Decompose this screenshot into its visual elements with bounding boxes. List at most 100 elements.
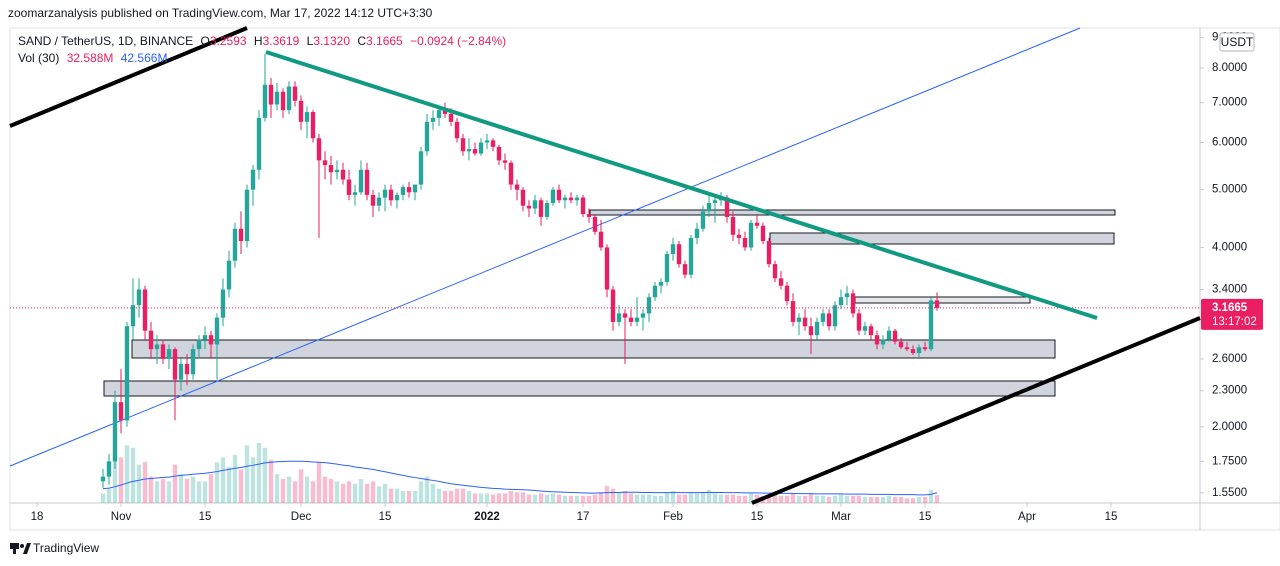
candle-body	[400, 187, 406, 195]
x-tick-label: 18	[31, 511, 44, 523]
volume-bar	[838, 494, 844, 503]
candle-body	[154, 344, 160, 350]
volume-bar	[376, 486, 382, 503]
candle-body	[646, 297, 652, 314]
volume-bar	[586, 495, 592, 503]
volume-bar	[412, 491, 418, 503]
candle-body	[706, 202, 712, 212]
candle-body	[358, 169, 364, 193]
volume-bar	[112, 455, 118, 503]
candle-body	[748, 222, 754, 248]
volume-bar	[736, 495, 742, 503]
candle-body	[148, 330, 154, 350]
candle-body	[934, 300, 940, 308]
candle-body	[316, 138, 322, 161]
candle-body	[766, 241, 772, 265]
volume-bar	[358, 479, 364, 503]
volume-bar	[520, 492, 526, 503]
volume-bar	[370, 481, 376, 503]
candle-body	[628, 317, 634, 322]
candle-body	[754, 222, 760, 226]
volume-bar	[478, 493, 484, 503]
volume-bar	[118, 457, 124, 503]
candle-body	[622, 313, 628, 318]
volume-bar	[130, 447, 136, 503]
volume-bar	[820, 495, 826, 503]
currency-frame	[1219, 32, 1255, 52]
candle-body	[862, 326, 868, 331]
volume-bar	[874, 497, 880, 503]
candle-body	[502, 160, 508, 163]
volume-bar	[388, 488, 394, 503]
volume-bar	[700, 492, 706, 503]
candle-body	[388, 189, 394, 201]
volume-bar	[220, 457, 226, 503]
y-tick-label: 2.3000	[1212, 385, 1247, 397]
candle-body	[568, 197, 574, 201]
volume-bar	[406, 491, 412, 503]
candle-body	[142, 289, 148, 331]
candle-body	[442, 110, 448, 114]
candle-body	[850, 293, 856, 314]
candle-body	[778, 278, 784, 286]
volume-bar	[628, 493, 634, 503]
candle-body	[166, 349, 172, 359]
volume-bar	[298, 469, 304, 503]
volume-bar	[346, 481, 352, 503]
candle-body	[112, 402, 118, 462]
legend-letter: O	[201, 34, 210, 48]
y-tick-label: 3.4000	[1212, 284, 1247, 296]
volume-bar	[580, 495, 586, 503]
y-tick-label: 1.5500	[1212, 487, 1247, 499]
candle-body	[922, 347, 928, 350]
candle-body	[814, 321, 820, 336]
candle-body	[274, 91, 280, 105]
volume-bar	[766, 494, 772, 503]
last-price-label: 3.1665	[1212, 302, 1248, 314]
volume-bar	[142, 462, 148, 503]
volume-bar	[226, 467, 232, 503]
volume-bar	[892, 497, 898, 503]
candle-body	[436, 110, 442, 118]
candle-body	[514, 184, 520, 190]
volume-bar	[448, 491, 454, 503]
trend-line	[751, 316, 1201, 505]
candle-body	[772, 264, 778, 279]
volume-bar	[652, 495, 658, 503]
candle-body	[520, 189, 526, 206]
candle-body	[424, 121, 430, 152]
legend-main: SAND / TetherUS, 1D, BINANCE O3.2593 H3.…	[18, 34, 506, 48]
volume-bar	[904, 498, 910, 503]
currency-box: USDT	[1219, 32, 1255, 52]
volume-bar	[352, 483, 358, 503]
legend-letter: C	[357, 34, 366, 48]
candle-body	[712, 200, 718, 203]
candle-body	[346, 179, 352, 195]
legend-letter: H	[254, 34, 263, 48]
volume-bar	[124, 445, 130, 503]
legend-value: 3.3619	[263, 34, 300, 48]
x-tick-label: 2022	[474, 511, 500, 523]
volume-bar	[436, 488, 442, 503]
candle-body	[130, 305, 136, 327]
candle-body	[550, 189, 556, 203]
x-tick-label: 15	[199, 511, 212, 523]
volume-bar	[658, 495, 664, 503]
volume-bar	[538, 493, 544, 503]
candle-body	[790, 301, 796, 322]
y-tick-label: 4.0000	[1212, 241, 1247, 253]
volume-bar	[706, 489, 712, 503]
volume-bar	[202, 481, 208, 503]
volume-bar	[922, 497, 928, 503]
candle-body	[796, 317, 802, 322]
volume-bar	[772, 494, 778, 503]
y-tick-label: 8.0000	[1212, 62, 1247, 74]
candle-body	[214, 317, 220, 345]
volume-bar	[550, 493, 556, 503]
volume-bar	[514, 492, 520, 503]
candle-body	[598, 231, 604, 248]
candle-body	[220, 289, 226, 318]
volume-bar	[544, 494, 550, 503]
candle-body	[280, 91, 286, 111]
volume-bar	[910, 498, 916, 503]
